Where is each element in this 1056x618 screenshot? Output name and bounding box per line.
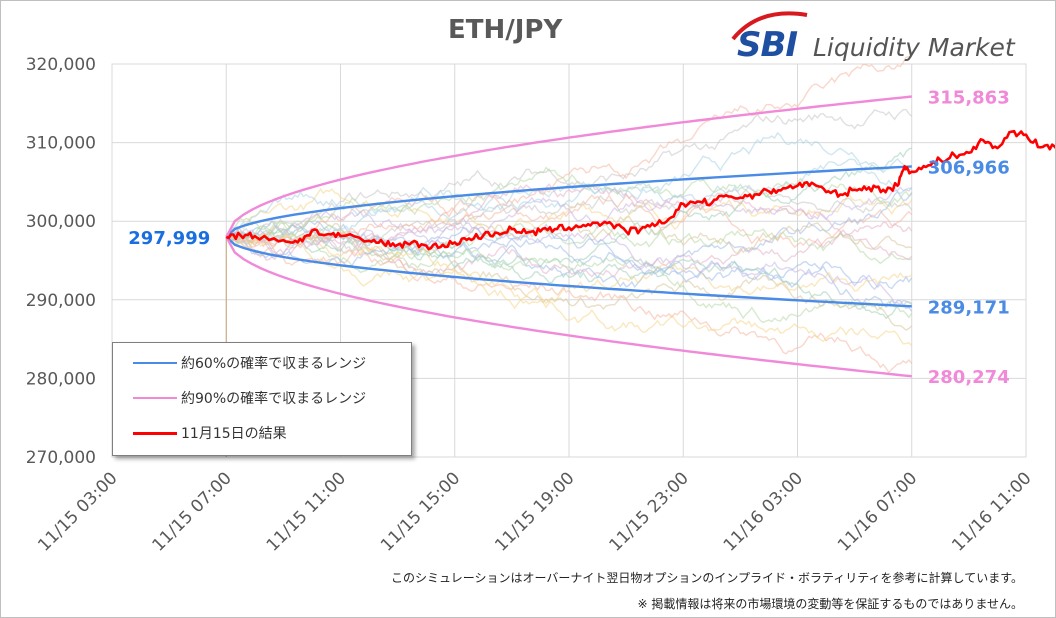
sbi-logo: SBI Liquidity Market	[729, 7, 1029, 67]
simulation-path	[226, 194, 913, 258]
band-upper-label: 306,966	[928, 157, 1010, 178]
band-upper-label: 315,863	[928, 88, 1010, 109]
simulation-path	[226, 183, 913, 261]
legend-label-60: 約60%の確率で収まるレンジ	[181, 356, 367, 372]
x-tick-label: 11/15 19:00	[491, 468, 578, 555]
legend-item-90: 約90%の確率で収まるレンジ	[133, 388, 366, 408]
y-tick-label: 300,000	[26, 212, 96, 232]
band-lower-label: 289,171	[928, 297, 1010, 318]
x-tick-label: 11/15 07:00	[149, 468, 236, 555]
band-lower-line	[225, 236, 912, 308]
legend-item-result: 11月15日の結果	[133, 423, 287, 443]
legend-swatch-60	[133, 362, 177, 364]
chart-title: ETH/JPY	[448, 15, 563, 45]
simulation-path	[225, 108, 913, 246]
chart-legend: 約60%の確率で収まるレンジ 約90%の確率で収まるレンジ 11月15日の結果	[112, 342, 412, 456]
logo-brand: SBI	[737, 25, 798, 65]
simulation-path	[225, 186, 913, 243]
x-tick-label: 11/15 11:00	[263, 468, 350, 555]
x-tick-label: 11/16 03:00	[720, 468, 807, 555]
simulation-path	[226, 212, 913, 331]
simulation-path	[225, 233, 913, 374]
disclaimer-note: ※ 掲載情報は将来の市場環境の変動等を保証するものではありません。	[637, 597, 1023, 611]
legend-label-90: 約90%の確率で収まるレンジ	[181, 391, 367, 407]
legend-swatch-result	[133, 431, 177, 435]
y-tick-label: 290,000	[26, 291, 96, 311]
y-tick-label: 320,000	[26, 55, 96, 75]
simulation-path	[226, 184, 913, 253]
method-note: このシミュレーションはオーバーナイト翌日物オプションのインプライド・ボラティリテ…	[390, 571, 1023, 585]
x-tick-label: 11/16 07:00	[834, 468, 921, 555]
result-line	[225, 129, 1055, 251]
logo-swoosh-icon	[731, 11, 808, 41]
y-tick-label: 310,000	[26, 134, 96, 154]
logo-text: Liquidity Market	[813, 33, 1015, 62]
x-tick-label: 11/15 23:00	[606, 468, 693, 555]
band-upper-line	[225, 165, 912, 238]
y-tick-label: 280,000	[26, 369, 96, 389]
band-lower-line	[225, 236, 912, 378]
simulation-path	[225, 131, 912, 247]
band-lower-label: 280,274	[928, 367, 1010, 388]
x-tick-label: 11/16 11:00	[948, 468, 1035, 555]
legend-label-result: 11月15日の結果	[181, 426, 287, 442]
x-tick-label: 11/15 15:00	[377, 468, 464, 555]
start-value-label: 297,999	[128, 228, 210, 249]
x-tick-label: 11/15 03:00	[34, 468, 121, 555]
simulation-path	[226, 147, 912, 270]
legend-swatch-90	[133, 397, 177, 399]
simulation-path	[226, 55, 912, 246]
plot-area-border	[111, 63, 1027, 458]
simulation-path	[225, 223, 913, 291]
band-upper-line	[225, 95, 912, 238]
simulation-path	[226, 221, 913, 278]
legend-item-60: 約60%の確率で収まるレンジ	[133, 353, 366, 373]
simulation-path	[225, 217, 913, 324]
simulation-path	[226, 234, 913, 310]
y-tick-label: 270,000	[26, 448, 96, 468]
